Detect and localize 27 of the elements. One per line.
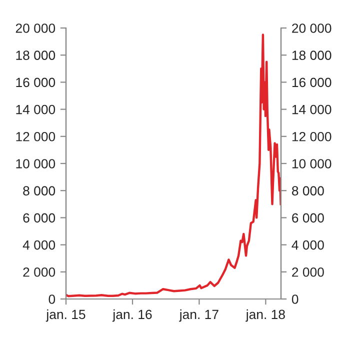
- y-tick-label: 10 000: [16, 159, 56, 168]
- y-tick-label: 6 000: [23, 213, 56, 223]
- y2-tick-label: 6 000: [292, 213, 324, 223]
- y2-tick-label: 8 000: [292, 186, 324, 196]
- y-tick-label: 18 000: [16, 50, 56, 60]
- y-tick-label: 4 000: [22, 240, 56, 250]
- y2-tick-label: 10 000: [292, 159, 332, 168]
- y-tick-label: 8 000: [23, 186, 56, 196]
- y-tick-label: 2 000: [23, 267, 56, 277]
- line-series: [66, 34, 281, 298]
- y2-tick-label: 0: [292, 294, 298, 304]
- x-tick-label: jan. 15: [46, 309, 86, 322]
- y2-tick-label: 14 000: [292, 104, 332, 114]
- y2-tick-label: 18 000: [292, 50, 332, 60]
- y-tick-label: 0: [48, 294, 56, 304]
- y-tick-label: 20 000: [16, 24, 56, 33]
- y2-tick-label: 20 000: [292, 24, 332, 33]
- y-tick-label: 16 000: [16, 78, 56, 88]
- x-tick-label: jan. 16: [112, 309, 152, 322]
- y-tick-label: 12 000: [16, 132, 56, 142]
- x-tick-label: jan. 17: [179, 309, 218, 322]
- y2-tick-label: 2 000: [292, 267, 324, 277]
- y2-tick-label: 12 000: [292, 132, 332, 142]
- x-tick-label: jan. 18: [246, 309, 285, 322]
- y2-tick-label: 4 000: [292, 240, 324, 250]
- y2-tick-label: 16 000: [292, 78, 332, 88]
- y-tick-label: 14 000: [16, 104, 56, 114]
